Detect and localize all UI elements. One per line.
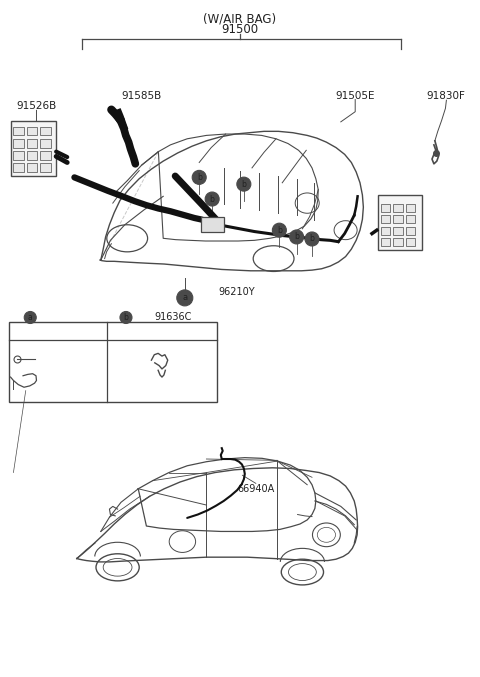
Text: b: b xyxy=(123,313,129,322)
FancyBboxPatch shape xyxy=(11,121,56,176)
Bar xyxy=(40,127,51,135)
Text: b: b xyxy=(210,194,215,204)
Circle shape xyxy=(272,223,287,237)
Text: b: b xyxy=(294,232,299,242)
Bar xyxy=(381,204,390,212)
Text: 1338AC: 1338AC xyxy=(57,354,92,364)
Text: 91505E: 91505E xyxy=(336,91,375,101)
Bar xyxy=(381,227,390,235)
FancyBboxPatch shape xyxy=(378,195,422,250)
Text: b: b xyxy=(197,173,202,182)
Bar xyxy=(393,204,403,212)
Bar xyxy=(406,238,415,246)
Bar xyxy=(13,163,24,172)
Bar xyxy=(9,322,217,402)
Circle shape xyxy=(120,311,132,324)
Bar xyxy=(13,127,24,135)
Bar xyxy=(406,227,415,235)
Bar xyxy=(13,151,24,160)
Bar xyxy=(406,204,415,212)
Text: b: b xyxy=(241,179,246,189)
Bar xyxy=(381,215,390,223)
Text: 91526B: 91526B xyxy=(16,102,57,111)
Bar xyxy=(393,215,403,223)
Bar xyxy=(393,238,403,246)
Bar xyxy=(27,139,37,148)
Text: b: b xyxy=(277,225,282,235)
Bar xyxy=(40,151,51,160)
Circle shape xyxy=(192,171,206,184)
Bar xyxy=(27,151,37,160)
Circle shape xyxy=(237,177,251,191)
Text: b: b xyxy=(310,234,314,244)
Circle shape xyxy=(205,192,219,206)
Bar xyxy=(381,238,390,246)
Circle shape xyxy=(305,232,319,246)
Text: (W/AIR BAG): (W/AIR BAG) xyxy=(204,12,276,26)
Text: 91830F: 91830F xyxy=(426,91,465,101)
Text: 91500: 91500 xyxy=(221,22,259,36)
Bar xyxy=(27,127,37,135)
Bar xyxy=(201,217,224,232)
Bar xyxy=(13,139,24,148)
Circle shape xyxy=(177,290,193,306)
Bar xyxy=(40,163,51,172)
Text: 91585B: 91585B xyxy=(121,91,162,101)
Bar xyxy=(393,227,403,235)
Bar xyxy=(406,215,415,223)
Circle shape xyxy=(289,230,304,244)
Text: a: a xyxy=(28,313,33,322)
Text: 91636C: 91636C xyxy=(155,313,192,322)
Text: 66940A: 66940A xyxy=(237,485,275,494)
Circle shape xyxy=(24,311,36,324)
Bar xyxy=(40,139,51,148)
Bar xyxy=(27,163,37,172)
Text: 91975: 91975 xyxy=(58,381,86,391)
Text: a: a xyxy=(182,293,187,303)
Text: 96210Y: 96210Y xyxy=(218,288,255,297)
